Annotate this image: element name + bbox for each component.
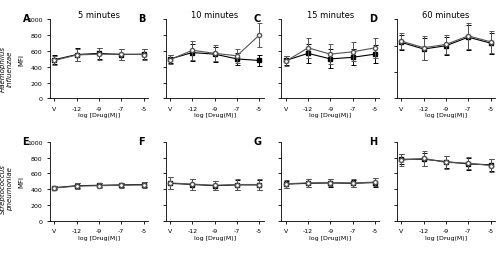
- Y-axis label: MFI: MFI: [18, 176, 24, 188]
- Text: G: G: [254, 136, 262, 146]
- Text: Streptococcus
pneumoniae: Streptococcus pneumoniae: [0, 163, 12, 213]
- Y-axis label: MFI: MFI: [18, 54, 24, 66]
- Text: Haemophilus
influenzae: Haemophilus influenzae: [0, 46, 12, 91]
- Title: 15 minutes: 15 minutes: [306, 11, 354, 20]
- Title: 5 minutes: 5 minutes: [78, 11, 120, 20]
- Title: 10 minutes: 10 minutes: [191, 11, 238, 20]
- X-axis label: log [Drug(M)]: log [Drug(M)]: [194, 235, 235, 240]
- X-axis label: log [Drug(M)]: log [Drug(M)]: [78, 113, 120, 118]
- Text: B: B: [138, 14, 145, 24]
- Text: E: E: [22, 136, 29, 146]
- Text: A: A: [22, 14, 30, 24]
- X-axis label: log [Drug(M)]: log [Drug(M)]: [78, 235, 120, 240]
- X-axis label: log [Drug(M)]: log [Drug(M)]: [194, 113, 235, 118]
- Text: C: C: [254, 14, 261, 24]
- X-axis label: log [Drug(M)]: log [Drug(M)]: [425, 113, 467, 118]
- Text: D: D: [370, 14, 378, 24]
- X-axis label: log [Drug(M)]: log [Drug(M)]: [425, 235, 467, 240]
- Title: 60 minutes: 60 minutes: [422, 11, 470, 20]
- X-axis label: log [Drug(M)]: log [Drug(M)]: [310, 113, 352, 118]
- X-axis label: log [Drug(M)]: log [Drug(M)]: [310, 235, 352, 240]
- Text: H: H: [370, 136, 378, 146]
- Text: F: F: [138, 136, 145, 146]
